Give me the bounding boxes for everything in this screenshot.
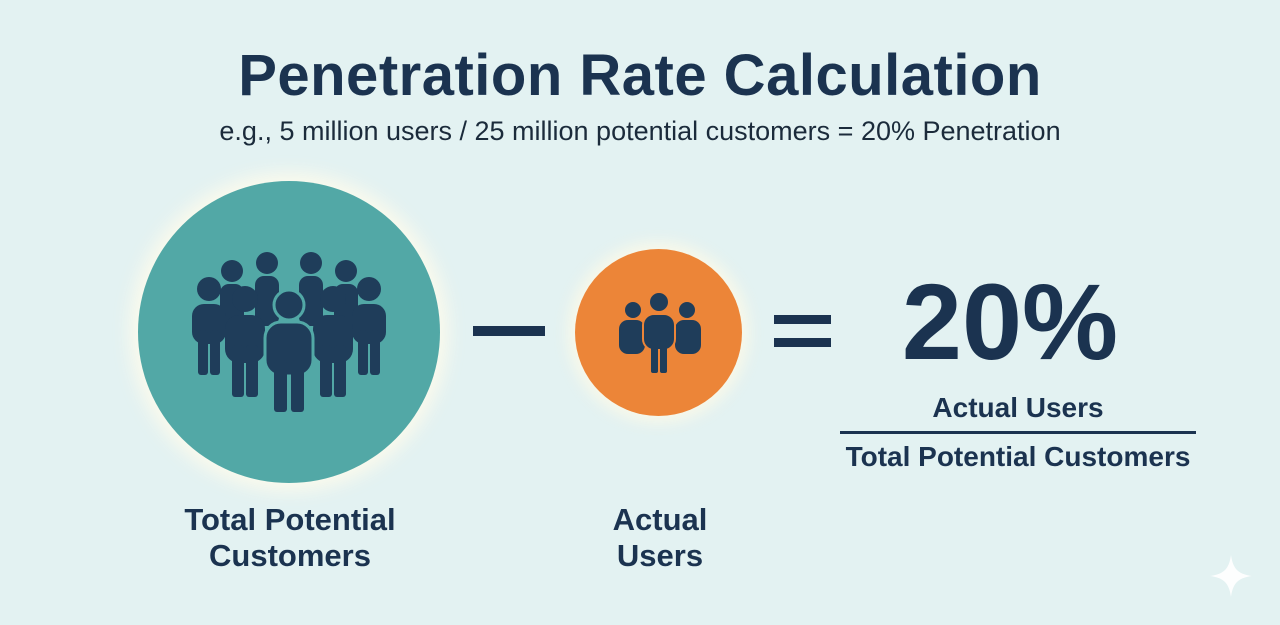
page-subtitle: e.g., 5 million users / 25 million poten…: [219, 116, 1061, 146]
fraction-numerator: Actual Users: [932, 392, 1104, 423]
page-title: Penetration Rate Calculation: [238, 43, 1042, 108]
fraction-denominator: Total Potential Customers: [845, 441, 1191, 472]
fraction-bar: [840, 431, 1196, 434]
actual-users-label-line2: Users: [616, 538, 704, 573]
actual-users-label-line1: Actual: [612, 502, 708, 537]
actual-users-label: Actual Users: [560, 502, 760, 574]
total-customers-label-line2: Customers: [209, 538, 371, 573]
result-percentage: 20%: [901, 261, 1119, 382]
total-customers-label: Total Potential Customers: [140, 502, 440, 574]
minus-icon: [473, 326, 545, 336]
sparkle-icon: [1210, 555, 1252, 597]
total-customers-label-line1: Total Potential: [184, 502, 396, 537]
